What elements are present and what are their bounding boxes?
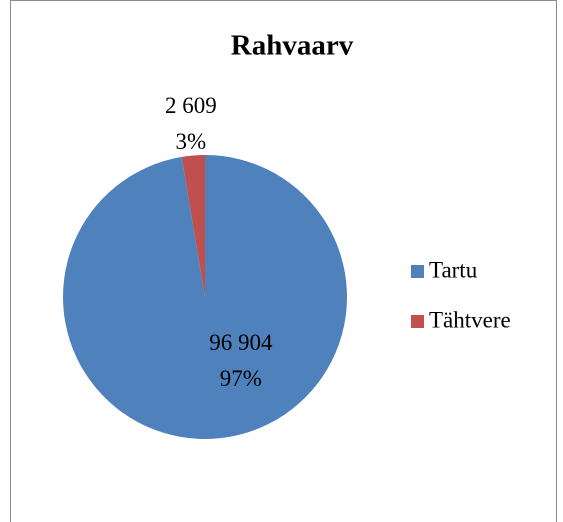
percent-label: 97% [220, 366, 262, 391]
pie-slice [181, 155, 205, 297]
legend-label: Tartu [429, 257, 478, 282]
percent-label: 3% [176, 129, 207, 154]
chart-title: Rahvaarv [231, 30, 354, 62]
data-label: 96 904 [209, 330, 273, 355]
pie-slice [62, 155, 347, 439]
data-label: 2 609 [165, 93, 217, 118]
legend-swatch [411, 315, 424, 328]
legend-swatch [411, 265, 424, 278]
legend-label: Tähtvere [429, 307, 511, 332]
